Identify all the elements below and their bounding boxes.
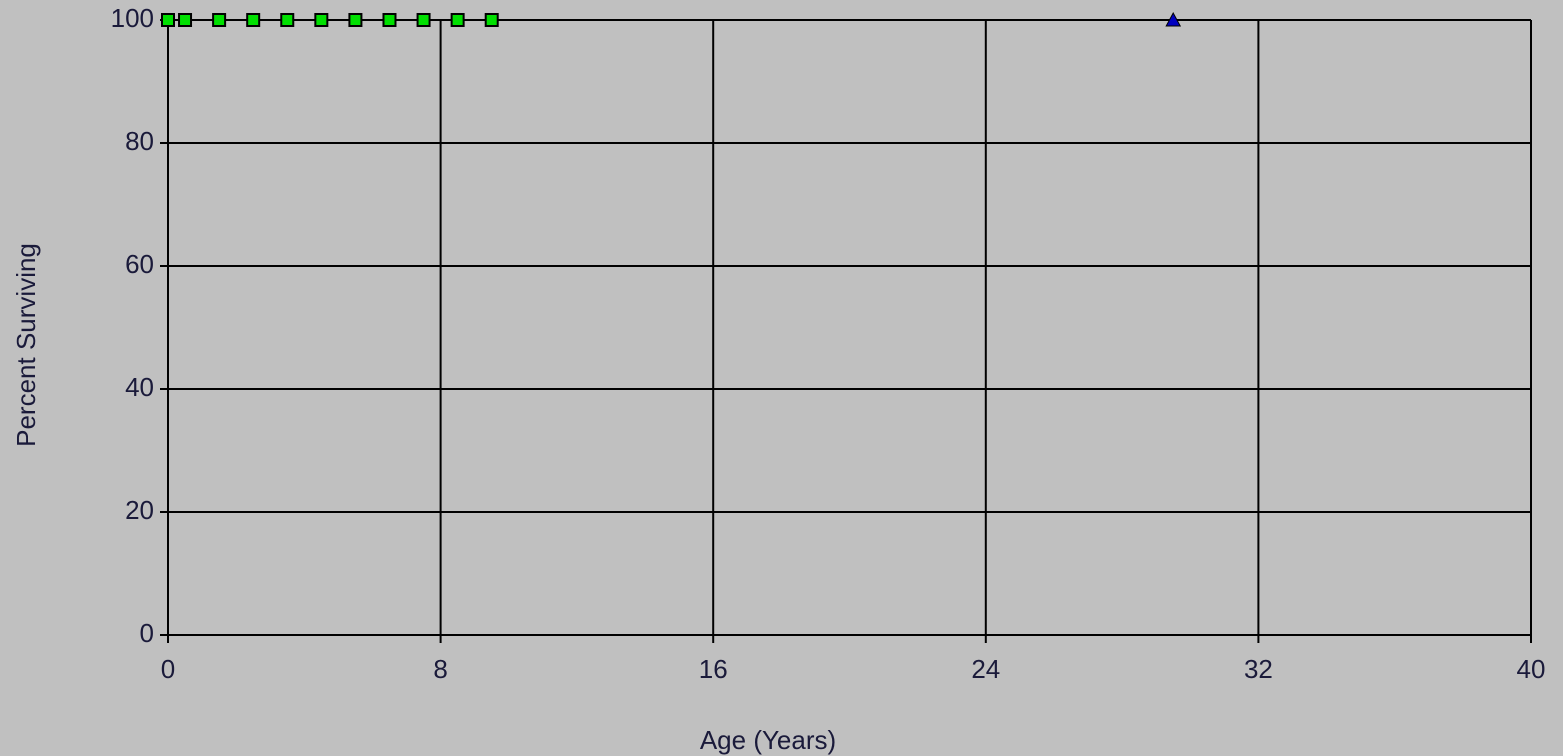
point <box>450 13 465 27</box>
y-axis-label: Percent Surviving <box>11 243 41 447</box>
point <box>348 13 363 27</box>
x-tick-label: 16 <box>699 654 728 684</box>
point <box>382 13 397 27</box>
y-tick-label: 20 <box>125 495 154 525</box>
point <box>246 13 261 27</box>
y-tick-label: 0 <box>140 618 154 648</box>
x-tick-label: 0 <box>161 654 175 684</box>
point <box>280 13 295 27</box>
y-tick-label: 60 <box>125 249 154 279</box>
x-tick-label: 8 <box>433 654 447 684</box>
y-tick-label: 100 <box>111 3 154 33</box>
x-tick-label: 32 <box>1244 654 1273 684</box>
point <box>212 13 227 27</box>
point <box>416 13 431 27</box>
point <box>161 13 175 27</box>
y-tick-label: 40 <box>125 372 154 402</box>
y-tick-label: 80 <box>125 126 154 156</box>
point <box>1165 11 1182 27</box>
point <box>484 13 499 27</box>
x-tick-label: 40 <box>1517 654 1546 684</box>
x-axis-label: Age (Years) <box>700 725 836 755</box>
point <box>178 13 193 27</box>
x-tick-label: 24 <box>971 654 1000 684</box>
point <box>314 13 329 27</box>
